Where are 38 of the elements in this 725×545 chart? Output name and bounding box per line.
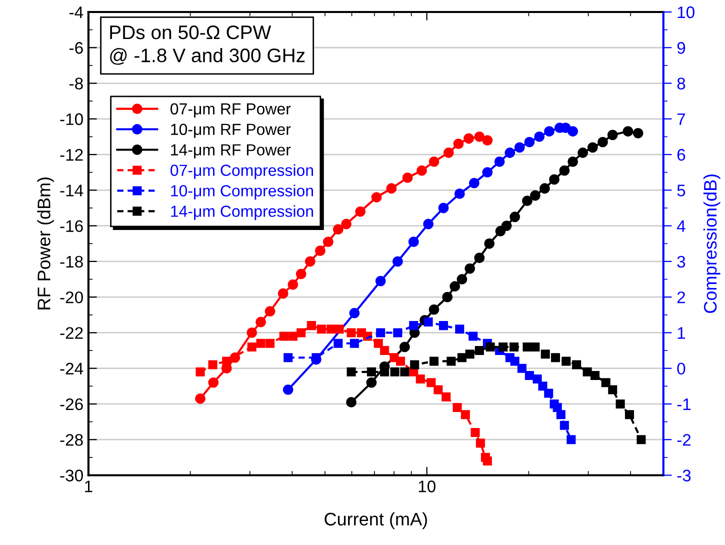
- y-tick-label: -6: [70, 42, 83, 54]
- y2-tick-label: 5: [677, 184, 686, 196]
- legend-label: 14-μm Compression: [171, 205, 313, 220]
- y-tick-label: -28: [60, 434, 83, 446]
- x-axis-title: Current (mA): [324, 512, 427, 530]
- y-tick-label: -8: [70, 78, 83, 90]
- y2-tick-label: 1: [678, 327, 686, 339]
- y2-tick-label: 0: [677, 362, 686, 375]
- legend-label: 10-μm Compression: [171, 184, 313, 200]
- y-tick-label: -18: [60, 256, 83, 268]
- annotation: PDs on 50-Ω CPW @ -1.8 V and 300 GHz: [110, 25, 305, 65]
- y-axis-title: RF Power (dBm): [37, 178, 54, 310]
- y2-tick-label: 6: [677, 148, 686, 161]
- y2-tick-label: -2: [677, 434, 691, 446]
- y-tick-label: -20: [60, 291, 83, 304]
- y2-tick-label: 2: [677, 291, 685, 304]
- legend-label: 10-μm RF Power: [171, 124, 291, 138]
- y-tick-label: -12: [60, 148, 83, 161]
- y2-tick-label: 4: [676, 220, 686, 232]
- legend-label: 07-μm Compression: [170, 164, 313, 180]
- y-tick-label: -4: [70, 6, 84, 18]
- y2-tick-label: 9: [677, 42, 686, 54]
- y2-axis-title: Compression(dB): [703, 174, 720, 313]
- y-tick-label: -26: [60, 398, 83, 410]
- legend-label: 14-μm RF Power: [171, 144, 291, 158]
- y-tick-label: -24: [60, 362, 84, 374]
- y2-tick-label: 8: [677, 78, 686, 90]
- y2-tick-label: 3: [677, 256, 686, 268]
- legend-label: 07-μm RF Power: [170, 103, 291, 118]
- y2-tick-label: -1: [677, 398, 691, 410]
- y-tick-label: -22: [60, 327, 83, 339]
- y-tick-label: -30: [60, 470, 83, 482]
- y-tick-label: -16: [60, 220, 83, 232]
- y2-tick-label: 10: [678, 6, 694, 18]
- y-tick-label: -10: [60, 113, 83, 126]
- y2-tick-label: 7: [677, 113, 685, 125]
- y2-tick-label: -3: [677, 470, 691, 482]
- y-tick-label: -14: [60, 184, 84, 196]
